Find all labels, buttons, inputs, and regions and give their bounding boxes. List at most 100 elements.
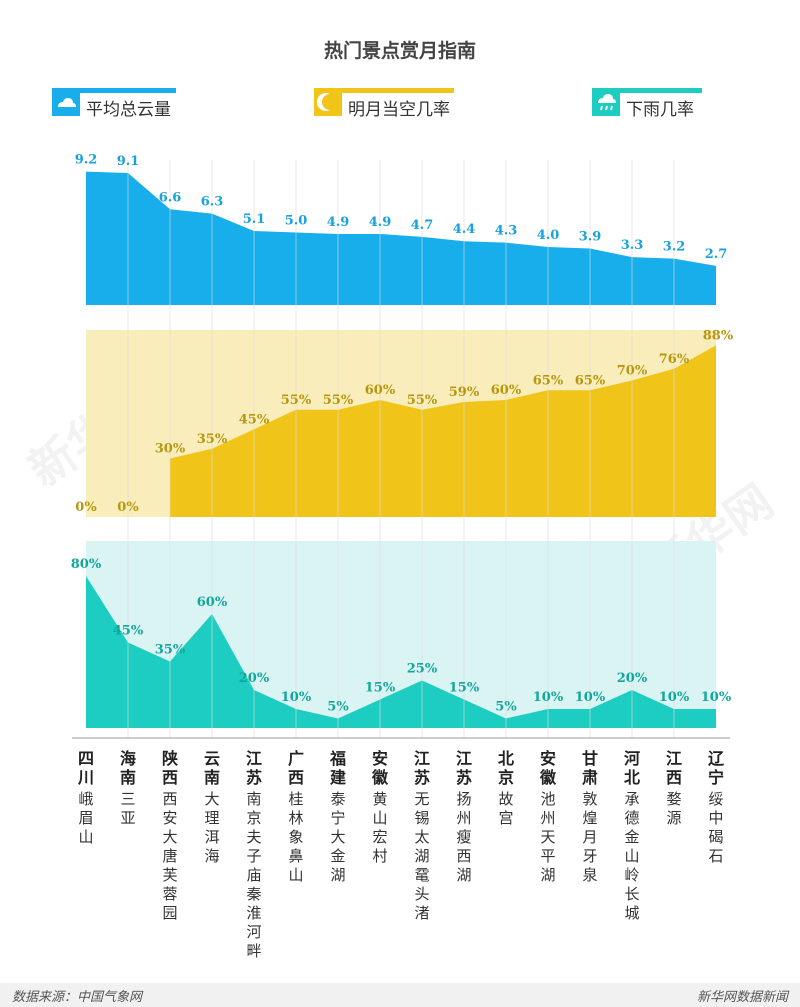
data-label-moon: 76% <box>659 352 690 367</box>
moon-icon <box>314 88 342 116</box>
data-label-rain: 5% <box>327 700 349 715</box>
data-label-cloud: 6.3 <box>201 195 224 210</box>
area-cloud <box>86 171 716 305</box>
data-label-moon: 55% <box>323 393 354 408</box>
data-label-rain: 60% <box>197 595 228 610</box>
footer-source: 数据来源：中国气象网 <box>12 990 143 1005</box>
category-province: 广西 <box>288 749 304 787</box>
data-label-moon: 70% <box>617 364 648 379</box>
rain-icon <box>592 88 620 116</box>
data-label-cloud: 9.2 <box>75 153 98 168</box>
data-label-rain: 80% <box>71 557 102 572</box>
category-province: 江苏 <box>246 749 262 787</box>
category-place: 绥中碣石 <box>708 790 723 865</box>
data-label-moon: 0% <box>75 500 97 515</box>
data-label-cloud: 3.3 <box>621 238 644 253</box>
category-province: 北京 <box>498 749 514 787</box>
category-place: 南京夫子庙秦淮河畔 <box>246 790 261 960</box>
category-province: 陕西 <box>162 749 178 787</box>
category-province: 河北 <box>624 749 640 787</box>
data-label-cloud: 4.0 <box>537 228 560 243</box>
data-label-rain: 15% <box>365 681 396 696</box>
data-label-cloud: 4.9 <box>327 215 350 230</box>
category-place: 大理洱海 <box>204 790 219 865</box>
category-place: 敦煌月牙泉 <box>582 790 597 884</box>
data-label-moon: 88% <box>703 328 734 343</box>
area-rain <box>86 576 716 728</box>
category-place: 泰宁大金湖 <box>330 790 345 884</box>
legend-bar-cloud <box>80 88 176 93</box>
data-label-rain: 10% <box>659 690 690 705</box>
data-label-moon: 65% <box>533 373 564 388</box>
data-label-cloud: 4.3 <box>495 224 518 239</box>
chart-area: 9.2 9.1 6.6 6.3 5.1 5.0 4.9 4.9 4.7 4.4 4.3 4.0 3.9 3… <box>71 153 734 960</box>
category-province: 福建 <box>329 749 346 787</box>
category-province: 江苏 <box>414 749 430 787</box>
data-label-cloud: 6.6 <box>159 190 182 205</box>
legend-item-moon: 明月当空几率 <box>314 88 464 120</box>
category-place: 三亚 <box>120 790 135 827</box>
data-label-moon: 60% <box>491 383 522 398</box>
category-province: 海南 <box>120 749 136 787</box>
category-place: 故宫 <box>498 790 513 827</box>
data-label-rain: 10% <box>281 690 312 705</box>
legend-bar-rain <box>620 88 702 93</box>
data-label-moon: 30% <box>155 442 186 457</box>
category-place: 西安大唐芙蓉园 <box>162 790 177 922</box>
data-label-cloud: 3.9 <box>579 229 602 244</box>
category-place: 承德金山岭长城 <box>624 790 639 922</box>
data-label-cloud: 5.1 <box>243 212 266 227</box>
data-label-rain: 10% <box>701 690 732 705</box>
cloud-icon <box>52 88 80 116</box>
data-label-moon: 55% <box>281 393 312 408</box>
footer: 数据来源：中国气象网 新华网数据新闻 <box>0 983 800 1007</box>
data-label-moon: 65% <box>575 373 606 388</box>
data-label-rain: 10% <box>533 690 564 705</box>
data-label-rain: 5% <box>495 700 517 715</box>
category-province: 甘肃 <box>582 749 598 787</box>
category-place: 峨眉山 <box>78 790 93 846</box>
data-label-moon: 45% <box>239 412 270 427</box>
category-province: 安徽 <box>371 749 389 787</box>
data-label-rain: 10% <box>575 690 606 705</box>
data-label-cloud: 5.0 <box>285 214 308 229</box>
legend-label-rain: 下雨几率 <box>626 100 694 120</box>
category-province: 云南 <box>204 749 220 787</box>
category-place: 黄山宏村 <box>372 790 387 865</box>
legend-label-cloud: 平均总云量 <box>86 100 171 120</box>
category-place: 无锡太湖鼋头渚 <box>414 790 429 922</box>
data-label-cloud: 2.7 <box>705 247 728 262</box>
legend-bar-moon <box>342 88 454 93</box>
data-label-rain: 20% <box>617 671 648 686</box>
data-label-moon: 60% <box>365 383 396 398</box>
category-province: 辽宁 <box>708 749 725 787</box>
data-label-rain: 35% <box>155 643 186 658</box>
data-label-moon: 55% <box>407 393 438 408</box>
data-label-rain: 20% <box>239 671 270 686</box>
data-label-rain: 15% <box>449 681 480 696</box>
legend-label-moon: 明月当空几率 <box>348 100 450 120</box>
area-moon <box>170 345 716 517</box>
data-label-cloud: 9.1 <box>117 154 140 169</box>
category-place: 池州天平湖 <box>540 790 555 884</box>
data-label-moon: 35% <box>197 432 228 447</box>
category-province: 安徽 <box>539 749 557 787</box>
category-place: 桂林象鼻山 <box>288 790 303 884</box>
data-label-moon: 59% <box>449 385 480 400</box>
category-province: 四川 <box>77 749 94 787</box>
data-label-cloud: 4.9 <box>369 215 392 230</box>
footer-brand: 新华网数据新闻 <box>696 990 788 1005</box>
data-label-moon: 0% <box>117 500 139 515</box>
data-label-cloud: 3.2 <box>663 240 686 255</box>
legend-item-cloud: 平均总云量 <box>52 88 182 120</box>
data-label-cloud: 4.7 <box>411 218 434 233</box>
legend-item-rain: 下雨几率 <box>592 88 712 120</box>
category-place: 扬州瘦西湖 <box>456 790 471 884</box>
data-label-cloud: 4.4 <box>453 222 476 237</box>
chart-title: 热门景点赏月指南 <box>323 40 476 62</box>
category-province: 江西 <box>666 749 682 787</box>
category-province: 江苏 <box>456 749 472 787</box>
category-place: 婺源 <box>666 790 681 827</box>
data-label-rain: 25% <box>407 662 438 677</box>
data-label-rain: 45% <box>113 624 144 639</box>
